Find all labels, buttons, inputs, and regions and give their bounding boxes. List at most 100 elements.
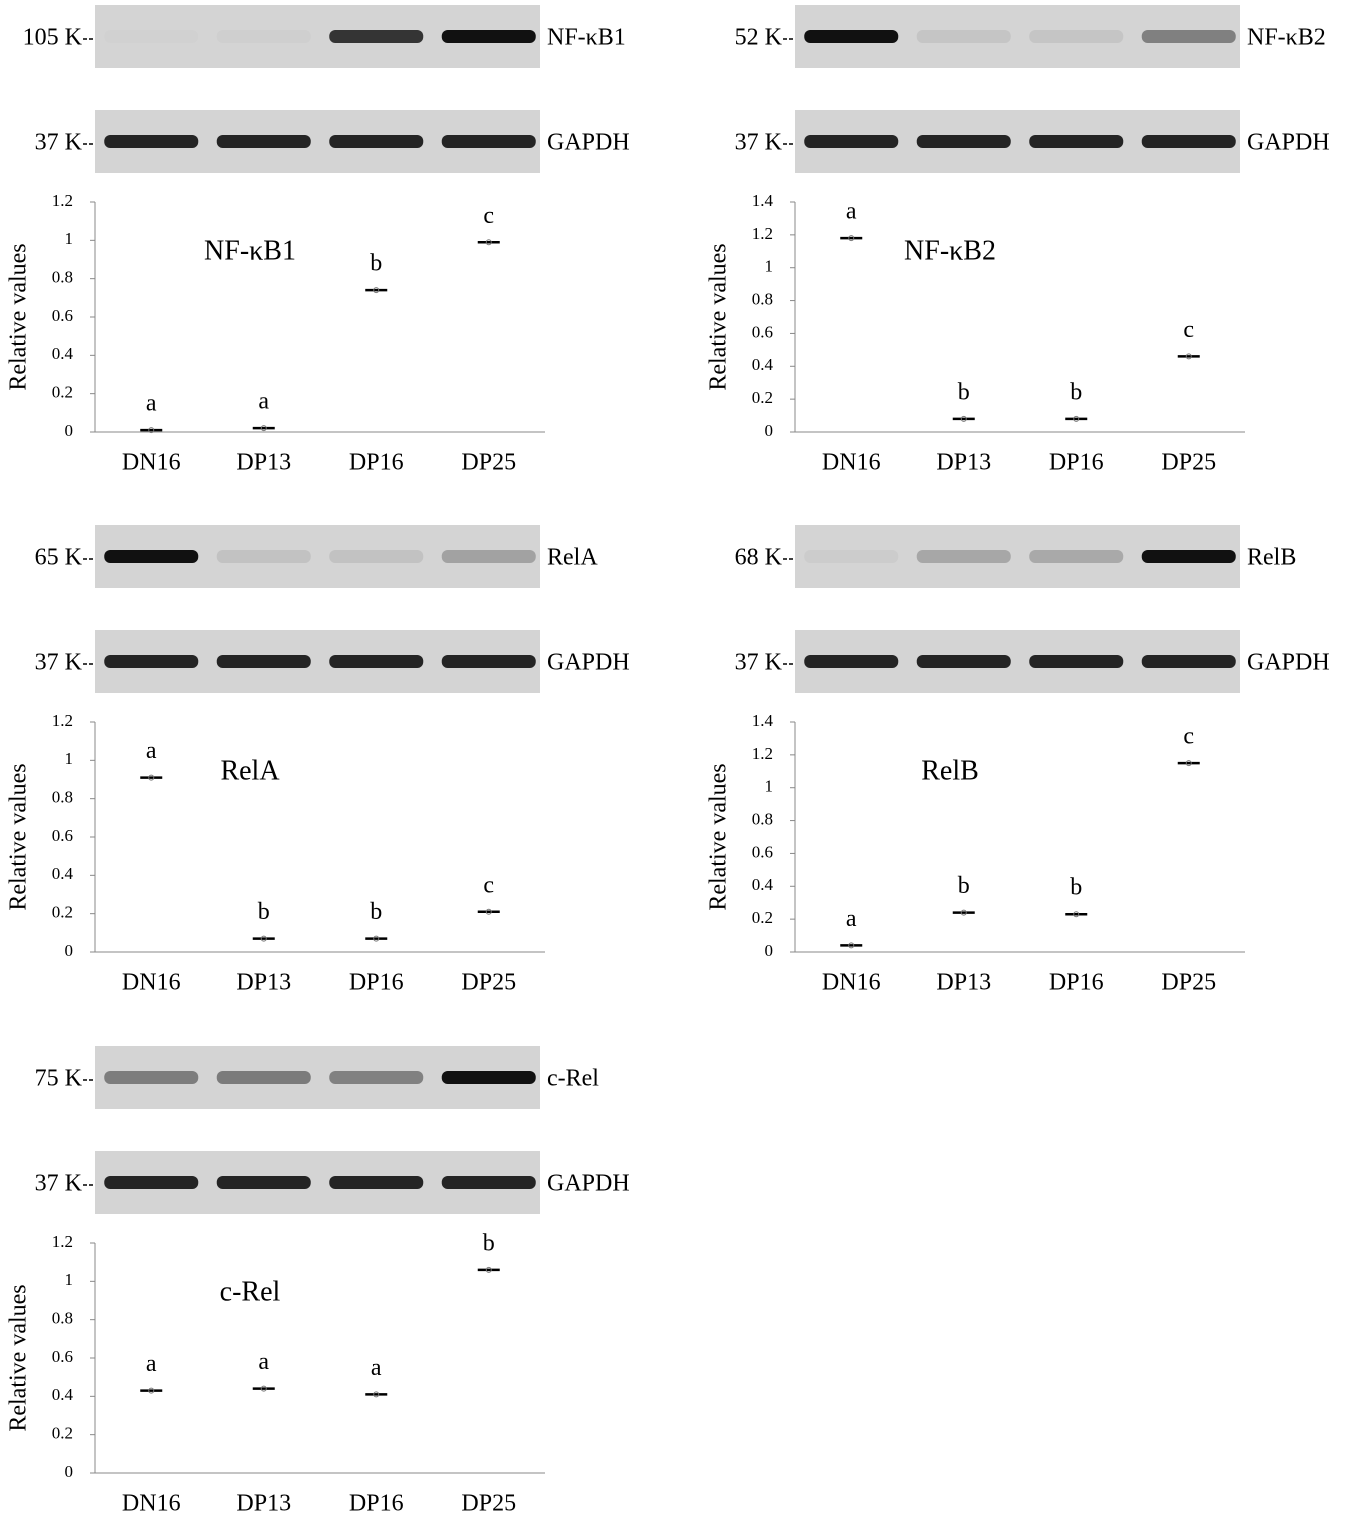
point xyxy=(373,287,380,294)
y-tick-label: 0.4 xyxy=(752,355,774,374)
marker-label: 37 K xyxy=(35,1171,83,1197)
group-letter: c xyxy=(1183,317,1194,343)
band xyxy=(104,135,199,148)
x-tick-label: DP16 xyxy=(1049,450,1104,476)
group-letter: a xyxy=(371,1355,382,1381)
chart-title: RelA xyxy=(220,755,280,786)
band xyxy=(216,1071,311,1084)
band xyxy=(216,1176,311,1189)
band xyxy=(804,550,898,563)
group-letter: a xyxy=(258,389,269,415)
marker-label: 37 K xyxy=(35,130,83,156)
group-letter: b xyxy=(1070,379,1082,405)
y-tick-label: 0 xyxy=(65,421,74,440)
band xyxy=(916,135,1011,148)
band xyxy=(916,655,1011,668)
y-tick-label: 0.4 xyxy=(52,864,74,883)
protein-label: RelB xyxy=(1247,545,1296,571)
group-letter: c xyxy=(483,872,494,898)
group-letter: a xyxy=(846,199,857,225)
x-tick-label: DP16 xyxy=(349,450,404,476)
y-tick-label: 1 xyxy=(65,749,74,768)
point xyxy=(148,427,155,434)
y-tick-label: 0.4 xyxy=(752,875,774,894)
chart-title: RelB xyxy=(921,755,979,786)
point xyxy=(1073,911,1080,918)
point xyxy=(960,909,967,916)
point xyxy=(260,1385,267,1392)
x-tick-label: DP13 xyxy=(236,970,291,996)
point xyxy=(485,239,492,246)
point xyxy=(485,1266,492,1273)
marker-label: 75 K xyxy=(35,1066,83,1092)
marker-label: 37 K xyxy=(735,130,783,156)
group-letter: a xyxy=(146,1351,157,1377)
band xyxy=(1141,655,1236,668)
y-tick-label: 0.2 xyxy=(52,383,73,402)
chart-title: NF-κB1 xyxy=(204,235,296,266)
y-tick-label: 0 xyxy=(65,941,74,960)
y-tick-label: 1 xyxy=(65,1270,74,1289)
band xyxy=(1029,135,1124,148)
point xyxy=(373,935,380,942)
marker-label: 105 K xyxy=(23,25,83,51)
y-tick-label: 0 xyxy=(765,421,774,440)
y-tick-label: 0.8 xyxy=(752,809,773,828)
point xyxy=(260,935,267,942)
band xyxy=(804,135,899,148)
y-tick-label: 0.6 xyxy=(52,306,73,325)
y-tick-label: 1 xyxy=(765,777,774,796)
point xyxy=(148,774,155,781)
band xyxy=(804,30,899,43)
band xyxy=(104,1071,199,1084)
chart-title: NF-κB2 xyxy=(904,235,996,266)
band xyxy=(217,30,311,43)
point xyxy=(1185,353,1192,360)
protein-label: GAPDH xyxy=(547,1171,630,1197)
y-tick-label: 0.2 xyxy=(52,903,73,922)
marker-label: 37 K xyxy=(735,650,783,676)
marker-label: 37 K xyxy=(35,650,83,676)
band xyxy=(1029,655,1124,668)
protein-label: GAPDH xyxy=(1247,650,1330,676)
band xyxy=(329,1176,424,1189)
group-letter: a xyxy=(146,391,157,417)
band xyxy=(1141,135,1236,148)
y-tick-label: 0.6 xyxy=(752,322,773,341)
band xyxy=(104,30,198,43)
band xyxy=(1029,550,1124,563)
y-tick-label: 1.2 xyxy=(52,191,73,210)
point xyxy=(848,235,855,242)
x-tick-label: DP25 xyxy=(461,1491,516,1517)
y-tick-label: 0.8 xyxy=(752,289,773,308)
y-axis-label: Relative values xyxy=(6,763,32,910)
group-letter: b xyxy=(483,1230,495,1256)
band xyxy=(216,550,311,563)
y-tick-label: 1.4 xyxy=(752,191,774,210)
group-letter: a xyxy=(258,1349,269,1375)
band xyxy=(1141,550,1236,563)
y-axis-label: Relative values xyxy=(6,1284,32,1431)
x-tick-label: DN16 xyxy=(122,970,181,996)
protein-label: RelA xyxy=(547,545,598,571)
marker-label: 52 K xyxy=(735,25,783,51)
x-tick-label: DP25 xyxy=(461,970,516,996)
x-tick-label: DP13 xyxy=(936,450,991,476)
group-letter: b xyxy=(258,899,270,925)
protein-label: NF-κB2 xyxy=(1247,25,1326,51)
band xyxy=(104,550,199,563)
band xyxy=(916,550,1011,563)
point xyxy=(485,908,492,915)
y-tick-label: 1 xyxy=(65,229,74,248)
point xyxy=(1185,760,1192,767)
y-tick-label: 1 xyxy=(765,257,774,276)
x-tick-label: DN16 xyxy=(122,450,181,476)
y-tick-label: 0.4 xyxy=(52,1385,74,1404)
y-axis-label: Relative values xyxy=(706,243,732,390)
x-tick-label: DP16 xyxy=(1049,970,1104,996)
x-tick-label: DP13 xyxy=(236,1491,291,1517)
group-letter: a xyxy=(146,738,157,764)
band xyxy=(104,1176,199,1189)
band xyxy=(441,550,536,563)
y-tick-label: 1.4 xyxy=(752,711,774,730)
